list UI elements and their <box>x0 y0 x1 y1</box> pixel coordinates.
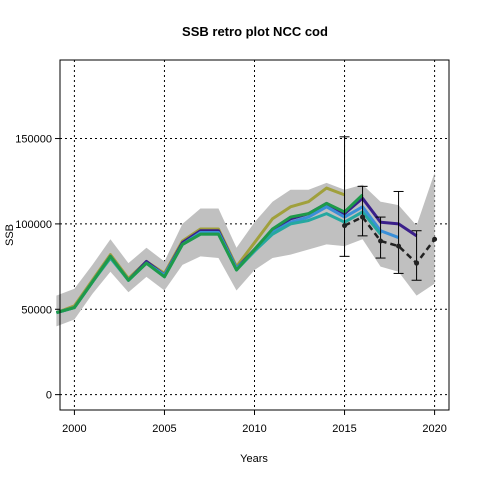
y-tick-label: 100000 <box>15 219 52 231</box>
estimate-series <box>339 136 438 281</box>
estimate-point <box>396 243 402 249</box>
estimate-point <box>414 260 420 266</box>
x-tick-label: 2020 <box>422 423 446 435</box>
estimate-point <box>432 236 438 242</box>
confidence-band <box>56 172 435 327</box>
retro-line-5 <box>55 193 364 315</box>
y-tick-label: 50000 <box>21 304 52 316</box>
x-axis-label: Years <box>240 453 268 465</box>
y-tick-label: 0 <box>46 390 52 402</box>
band-area <box>56 172 435 327</box>
estimate-point <box>360 214 366 220</box>
y-tick-label: 150000 <box>15 134 52 146</box>
x-tick-label: 2005 <box>152 423 176 435</box>
axes: 2000 2005 2010 2015 2020 0 50000 100000 150000 <box>15 134 447 435</box>
retro-series <box>55 186 418 315</box>
estimate-point <box>378 238 384 244</box>
x-tick-label: 2000 <box>62 423 86 435</box>
chart-title: SSB retro plot NCC cod <box>182 24 328 39</box>
x-tick-label: 2010 <box>242 423 266 435</box>
x-tick-label: 2015 <box>332 423 356 435</box>
estimate-point <box>342 223 348 229</box>
y-axis-label: SSB <box>4 224 16 246</box>
